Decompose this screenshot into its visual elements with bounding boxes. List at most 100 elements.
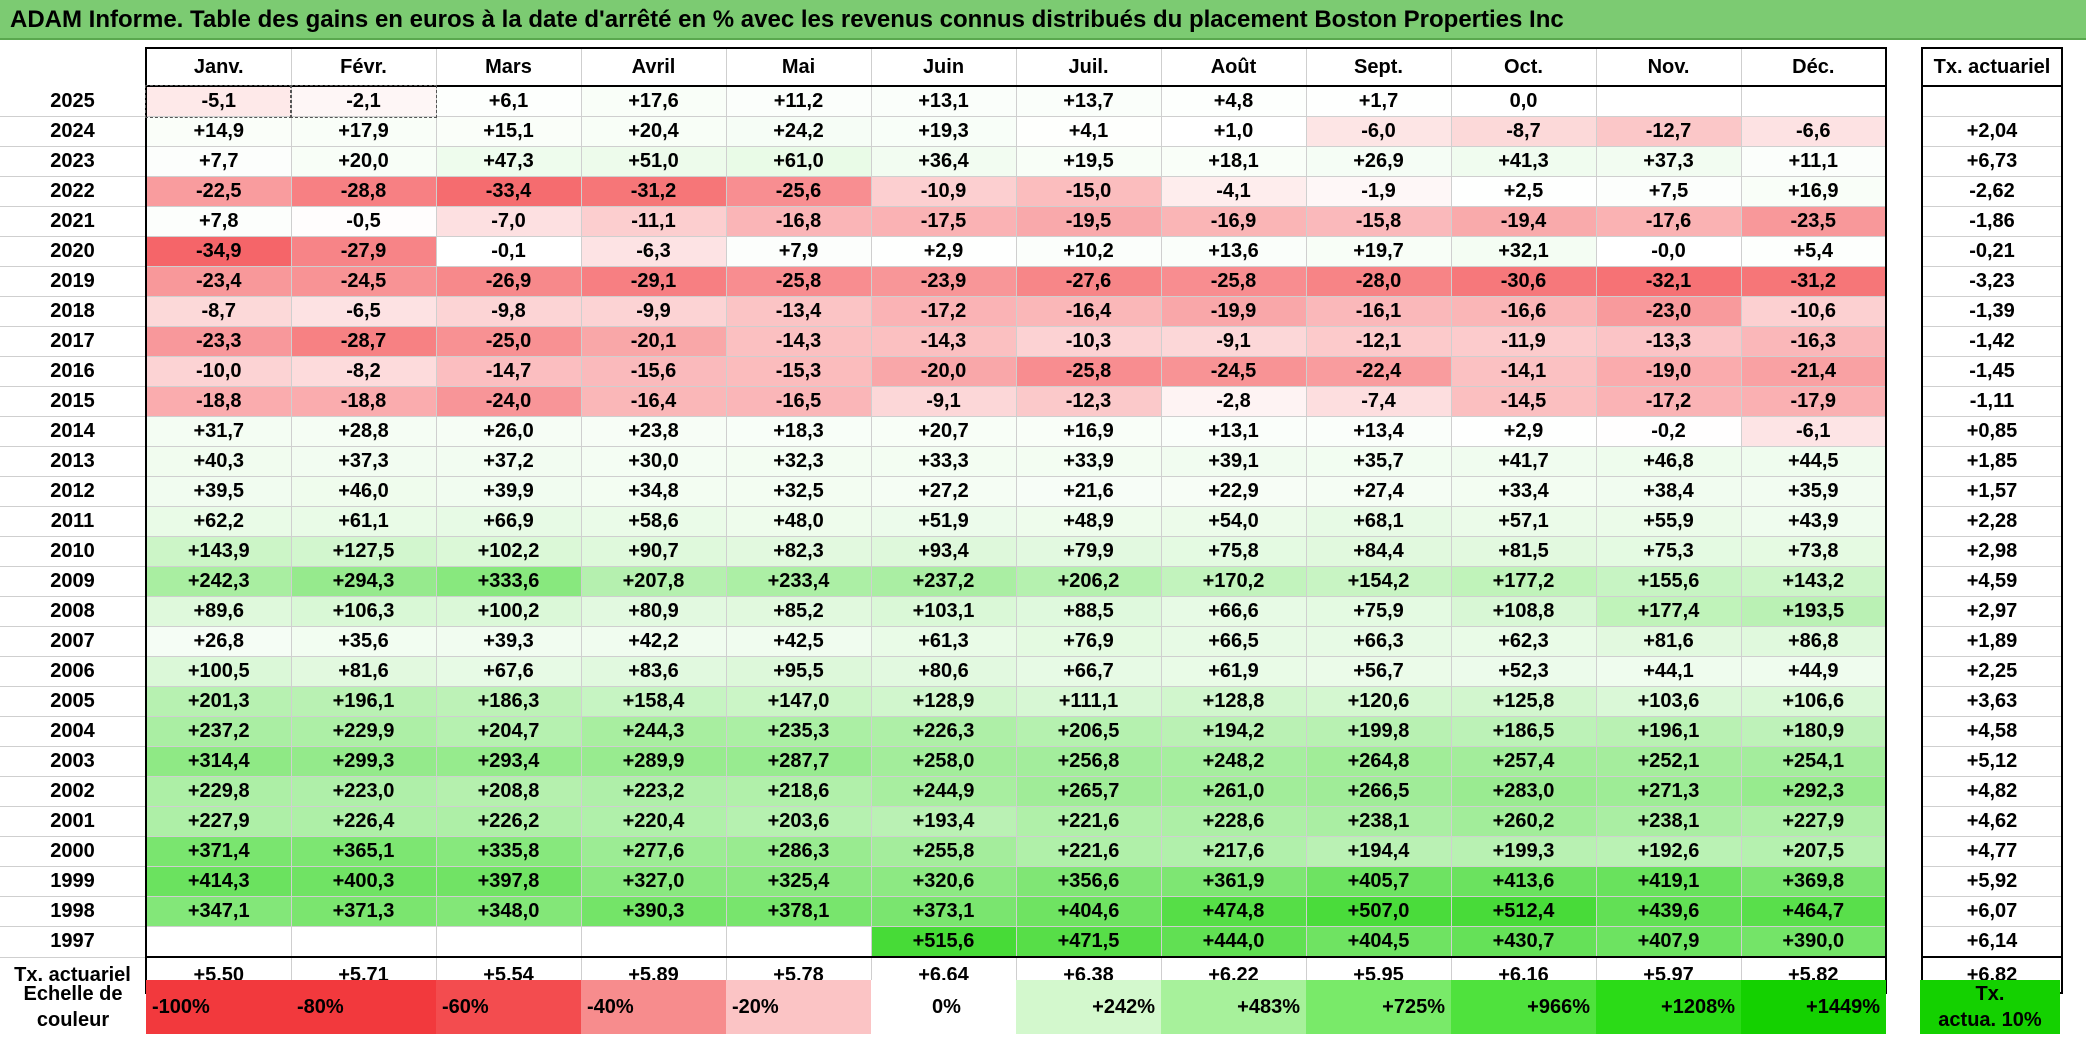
gain-cell: -7,0 <box>436 206 582 237</box>
gain-cell: +199,8 <box>1306 716 1452 747</box>
gain-cell: +13,1 <box>1161 416 1307 447</box>
actuarial-rate-header: Tx. actuariel <box>1921 47 2063 87</box>
gain-cell: -32,1 <box>1596 266 1742 297</box>
gain-cell: +103,6 <box>1596 686 1742 717</box>
gain-cell: +258,0 <box>871 746 1017 777</box>
gain-cell: -6,0 <box>1306 116 1452 147</box>
gain-cell: +37,2 <box>436 446 582 477</box>
table-row: 2003 +314,4 +299,3 +293,4 +289,9 +287,7 +258,0… <box>0 746 2063 777</box>
gain-cell: +93,4 <box>871 536 1017 567</box>
gain-cell: +81,6 <box>1596 626 1742 657</box>
color-scale-row: Echelle de couleur -100% -80% -60% -40% -20%… <box>0 980 2060 1034</box>
gain-cell: +4,1 <box>1016 116 1162 147</box>
gain-cell: -23,3 <box>145 326 292 357</box>
gain-cell: -23,5 <box>1741 206 1887 237</box>
gain-cell: -16,1 <box>1306 296 1452 327</box>
gain-cell: -15,3 <box>726 356 872 387</box>
gain-cell: +13,7 <box>1016 86 1162 117</box>
gain-cell: -14,3 <box>871 326 1017 357</box>
gain-cell: -7,4 <box>1306 386 1452 417</box>
gain-cell: +194,2 <box>1161 716 1307 747</box>
gain-cell: +75,9 <box>1306 596 1452 627</box>
gain-cell: +289,9 <box>581 746 727 777</box>
gain-cell: -0,0 <box>1596 236 1742 267</box>
gain-cell: +204,7 <box>436 716 582 747</box>
actuarial-rate-cell: +4,77 <box>1921 836 2063 867</box>
gain-cell: +15,1 <box>436 116 582 147</box>
gain-cell: +186,3 <box>436 686 582 717</box>
gain-cell: -6,1 <box>1741 416 1887 447</box>
gain-cell: +237,2 <box>871 566 1017 597</box>
gain-cell: -21,4 <box>1741 356 1887 387</box>
gain-cell: -9,1 <box>1161 326 1307 357</box>
gain-cell: +128,8 <box>1161 686 1307 717</box>
gain-cell: +320,6 <box>871 866 1017 897</box>
gain-cell: +31,7 <box>145 416 292 447</box>
gain-cell: -13,3 <box>1596 326 1742 357</box>
gain-cell: -10,0 <box>145 356 292 387</box>
gain-cell: -24,0 <box>436 386 582 417</box>
gain-cell: +86,8 <box>1741 626 1887 657</box>
gain-cell: +238,1 <box>1306 806 1452 837</box>
gain-cell: +347,1 <box>145 896 292 927</box>
gain-cell: +348,0 <box>436 896 582 927</box>
gain-cell: +397,8 <box>436 866 582 897</box>
gain-cell: +254,1 <box>1741 746 1887 777</box>
gain-cell: +390,3 <box>581 896 727 927</box>
gain-cell: -6,3 <box>581 236 727 267</box>
gain-cell: +27,2 <box>871 476 1017 507</box>
gain-cell: -8,7 <box>1451 116 1597 147</box>
column-gap <box>1886 537 1922 567</box>
gain-cell: -17,9 <box>1741 386 1887 417</box>
gain-cell: +11,2 <box>726 86 872 117</box>
table-row: 2007 +26,8 +35,6 +39,3 +42,2 +42,5 +61,3 +76,9 +… <box>0 626 2063 657</box>
gain-cell: +100,2 <box>436 596 582 627</box>
gain-cell: +335,8 <box>436 836 582 867</box>
gain-cell: +88,5 <box>1016 596 1162 627</box>
gain-cell: +414,3 <box>145 866 292 897</box>
gain-cell: +120,6 <box>1306 686 1452 717</box>
gain-cell: -16,9 <box>1161 206 1307 237</box>
actuarial-rate-cell: +6,14 <box>1921 926 2063 958</box>
actuarial-rate-cell: -3,23 <box>1921 266 2063 297</box>
column-gap <box>1886 48 1922 86</box>
year-label: 2015 <box>0 386 146 417</box>
gain-cell: -31,2 <box>581 176 727 207</box>
gain-cell: +18,1 <box>1161 146 1307 177</box>
gain-cell: +58,6 <box>581 506 727 537</box>
gain-cell: +206,2 <box>1016 566 1162 597</box>
gain-cell: +2,9 <box>1451 416 1597 447</box>
actuarial-rate-cell: +6,07 <box>1921 896 2063 927</box>
gain-cell: +19,3 <box>871 116 1017 147</box>
table-row: 2021 +7,8 -0,5 -7,0 -11,1 -16,8 -17,5 -19,5 -16,… <box>0 206 2063 237</box>
gain-cell: +404,5 <box>1306 926 1452 958</box>
gain-cell: +369,8 <box>1741 866 1887 897</box>
gain-cell: -29,1 <box>581 266 727 297</box>
gain-cell: +68,1 <box>1306 506 1452 537</box>
gain-cell: +62,3 <box>1451 626 1597 657</box>
gain-cell: +127,5 <box>291 536 437 567</box>
month-header: Sept. <box>1306 47 1452 87</box>
gain-cell: -26,9 <box>436 266 582 297</box>
gain-cell: +1,0 <box>1161 116 1307 147</box>
gain-cell: +235,3 <box>726 716 872 747</box>
gain-cell: +16,9 <box>1741 176 1887 207</box>
gain-cell: +404,6 <box>1016 896 1162 927</box>
gain-cell: -23,4 <box>145 266 292 297</box>
actuarial-rate-cell: +2,28 <box>1921 506 2063 537</box>
actuarial-rate-cell: -1,11 <box>1921 386 2063 417</box>
color-scale-swatch: +966% <box>1451 980 1596 1034</box>
gain-cell: +194,4 <box>1306 836 1452 867</box>
gain-cell: +203,6 <box>726 806 872 837</box>
gain-cell: +5,4 <box>1741 236 1887 267</box>
column-gap <box>1886 387 1922 417</box>
table-row: 2024 +14,9 +17,9 +15,1 +20,4 +24,2 +19,3 +4,1 +1… <box>0 116 2063 147</box>
gain-cell: +378,1 <box>726 896 872 927</box>
column-gap <box>1886 477 1922 507</box>
gain-cell: +255,8 <box>871 836 1017 867</box>
gain-cell: -19,4 <box>1451 206 1597 237</box>
gain-cell: +158,4 <box>581 686 727 717</box>
gain-cell: +252,1 <box>1596 746 1742 777</box>
actuarial-rate-cell: +4,59 <box>1921 566 2063 597</box>
gain-cell: +405,7 <box>1306 866 1452 897</box>
